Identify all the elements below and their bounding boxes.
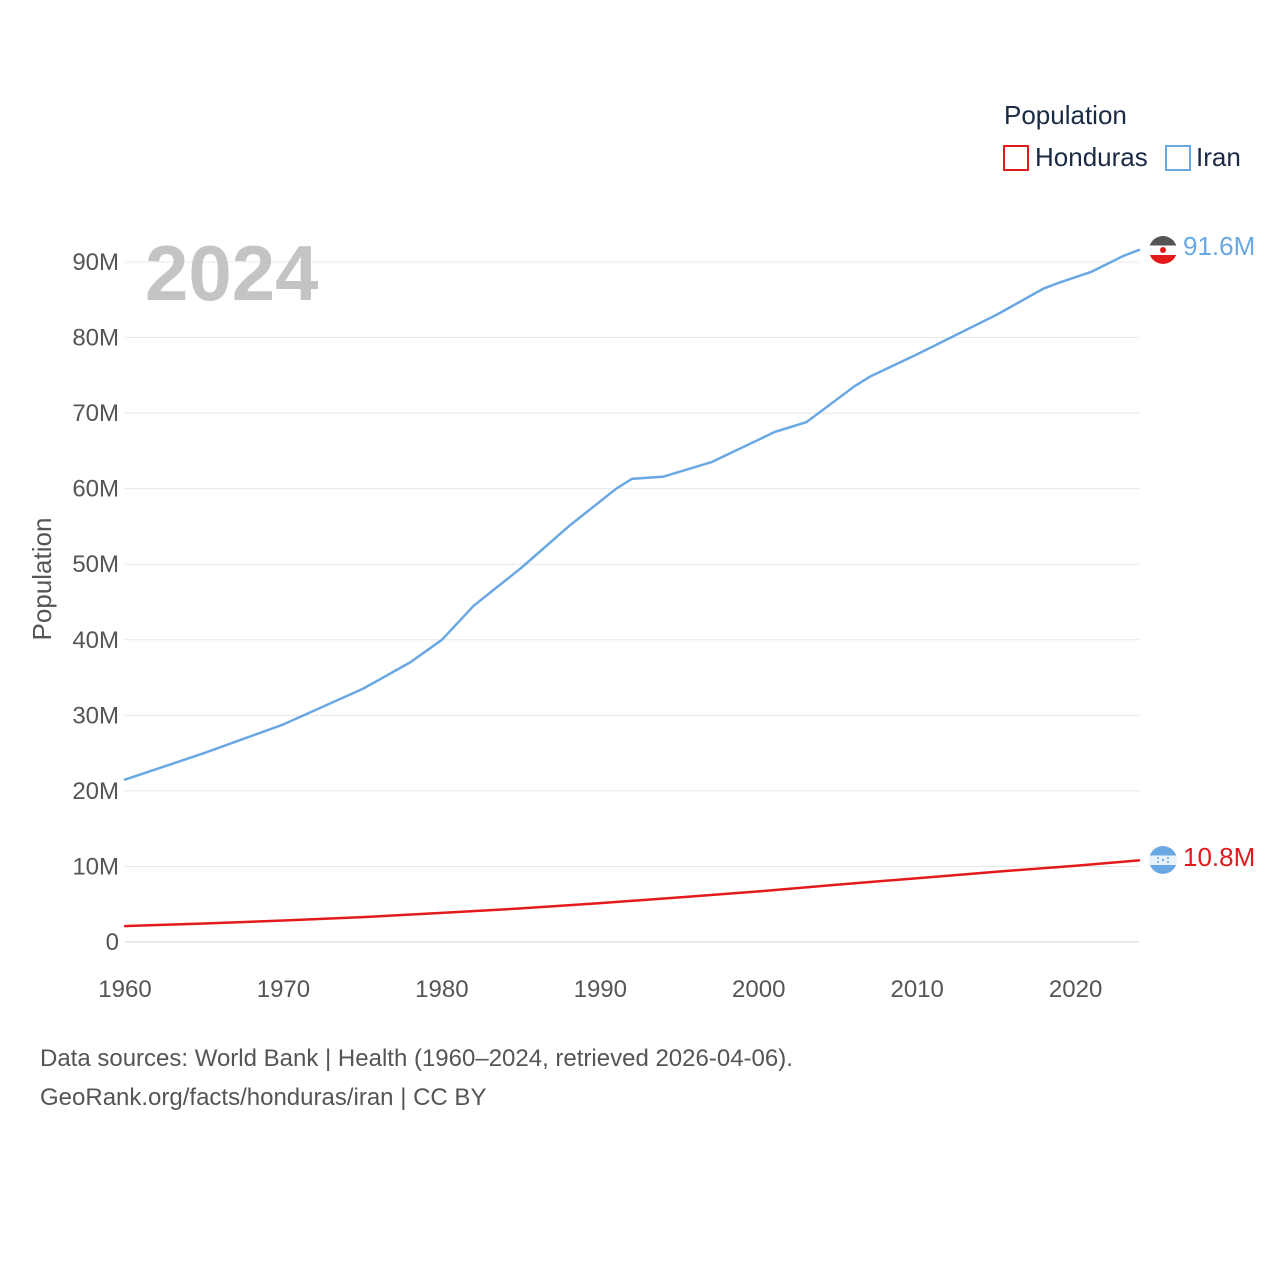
gridlines	[125, 261, 1139, 943]
y-tick-label: 0	[106, 929, 119, 956]
year-overlay: 2024	[145, 229, 319, 317]
axis-labels: 0 10M 20M 30M 40M 50M 60M 70M 80M 90M 1960 1970 1980…	[72, 249, 1102, 1003]
end-label-iran: 91.6M	[1183, 231, 1255, 261]
y-tick-label: 20M	[72, 778, 119, 805]
x-tick-label: 1960	[98, 976, 151, 1003]
series-line-iran[interactable]	[123, 248, 1141, 781]
end-label-honduras: 10.8M	[1183, 842, 1255, 872]
x-tick-label: 2010	[890, 976, 943, 1003]
y-tick-label: 40M	[72, 627, 119, 654]
legend: Population Honduras Iran	[1003, 100, 1241, 172]
y-tick-label: 70M	[72, 400, 119, 427]
y-tick-label: 90M	[72, 249, 119, 276]
y-tick-label: 50M	[72, 551, 119, 578]
x-tick-label: 1990	[574, 976, 627, 1003]
series-line-honduras[interactable]	[123, 859, 1141, 928]
x-tick-label: 1980	[415, 976, 468, 1003]
legend-swatch-honduras	[1003, 145, 1029, 171]
legend-label-honduras: Honduras	[1035, 142, 1148, 172]
footer-source: Data sources: World Bank | Health (1960–…	[40, 1045, 793, 1072]
y-tick-label: 30M	[72, 702, 119, 729]
honduras-flag-icon	[1149, 846, 1177, 874]
footer-credit[interactable]: GeoRank.org/facts/honduras/iran | CC BY	[40, 1084, 487, 1111]
legend-label-iran: Iran	[1196, 142, 1241, 172]
y-tick-label: 10M	[72, 853, 119, 880]
x-tick-label: 2020	[1049, 976, 1102, 1003]
iran-flag-icon	[1149, 236, 1177, 264]
legend-item-iran[interactable]: Iran	[1165, 142, 1241, 172]
legend-swatch-iran	[1165, 145, 1191, 171]
y-tick-label: 60M	[72, 476, 119, 503]
legend-title: Population	[1004, 100, 1127, 130]
legend-item-honduras[interactable]: Honduras	[1003, 142, 1148, 172]
x-tick-label: 1970	[257, 976, 310, 1003]
x-tick-label: 2000	[732, 976, 785, 1003]
series-lines	[123, 248, 1141, 928]
y-tick-label: 80M	[72, 325, 119, 352]
y-axis-title: Population	[27, 518, 57, 641]
